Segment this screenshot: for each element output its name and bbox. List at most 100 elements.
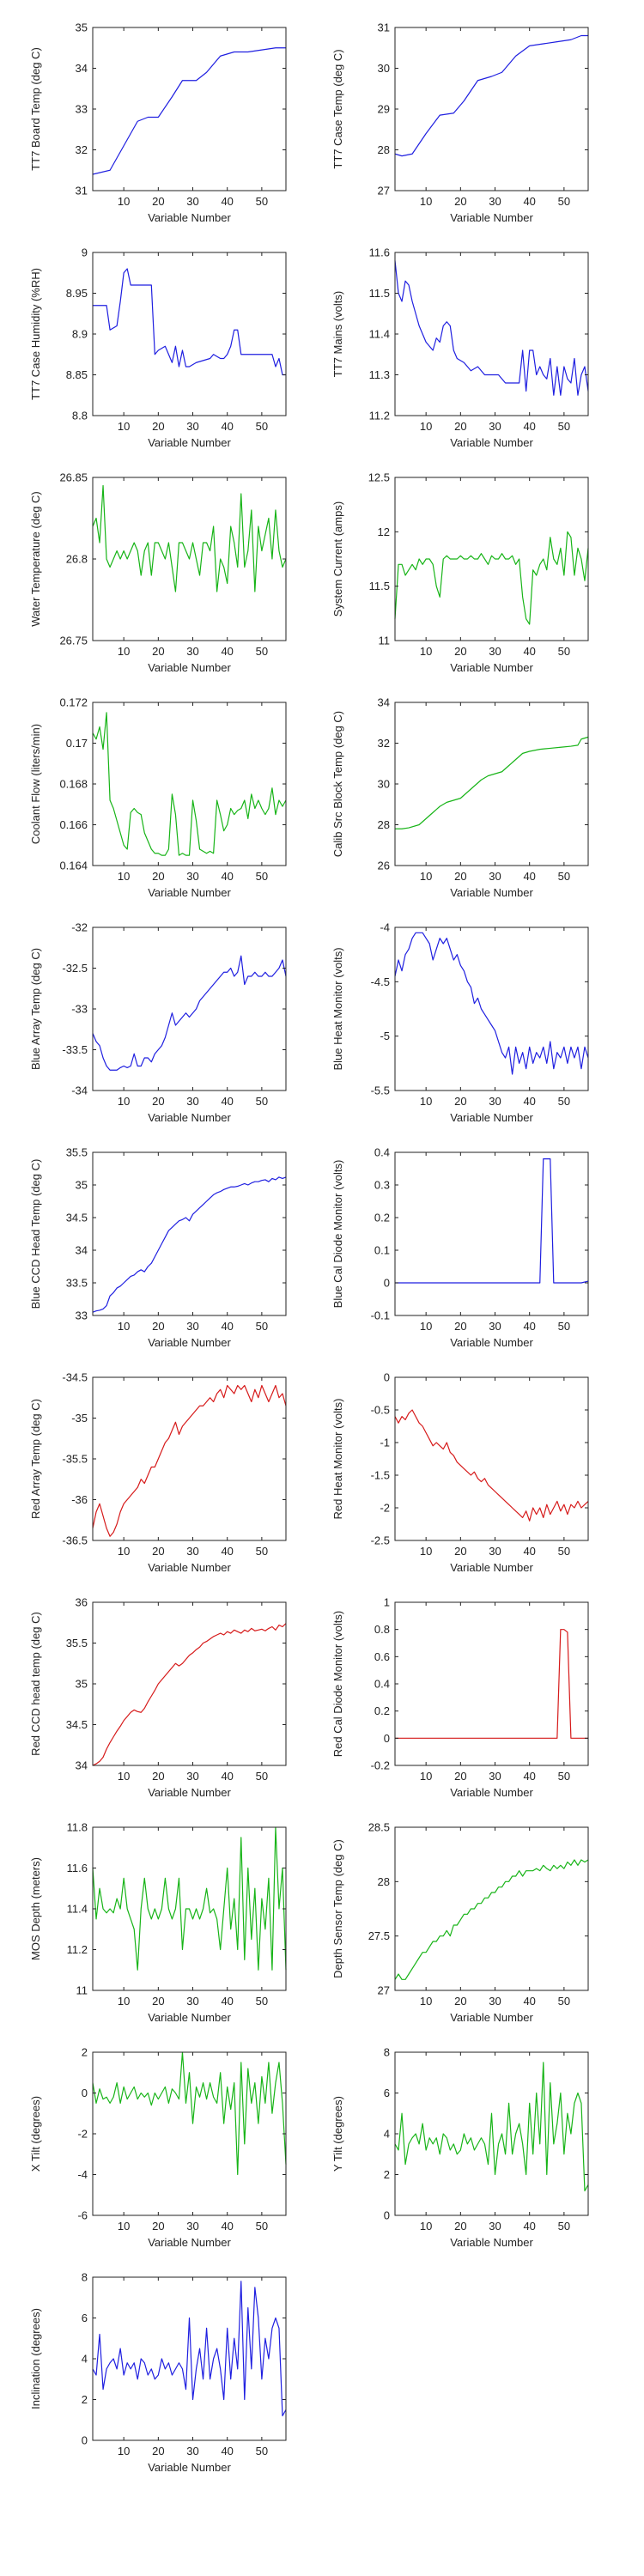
chart-panel: 10 20 30 40 50 27 28 29 30 31 Variable Number TT7 C… <box>331 21 589 224</box>
x-tick-label: 10 <box>420 1770 432 1783</box>
x-axis-label: Variable Number <box>450 436 533 449</box>
series-line <box>394 2062 589 2192</box>
y-tick-label: 27 <box>378 185 390 197</box>
y-tick-label: 11 <box>379 635 391 647</box>
y-tick-label: 34 <box>76 1244 88 1257</box>
series-line <box>395 736 589 829</box>
x-tick-label: 30 <box>489 420 501 433</box>
y-axis-label: System Current (amps) <box>331 501 344 617</box>
y-axis-label: Y Tilt (degrees) <box>331 2096 344 2172</box>
y-tick-label: 11.8 <box>67 1821 88 1834</box>
y-tick-label: -34.5 <box>62 1371 88 1384</box>
y-tick-label: 26 <box>378 860 390 872</box>
y-tick-label: 0.6 <box>374 1650 390 1663</box>
x-tick-label: 10 <box>420 1095 432 1108</box>
y-axis-label: Blue Heat Monitor (volts) <box>331 947 344 1070</box>
y-tick-label: 12.5 <box>368 471 390 484</box>
series-line <box>394 531 589 625</box>
x-axis-label: Variable Number <box>148 886 231 899</box>
y-tick-label: 11.2 <box>67 1943 88 1956</box>
x-tick-label: 10 <box>118 2220 130 2233</box>
series-line <box>395 1157 589 1284</box>
x-tick-label: 50 <box>256 195 268 208</box>
y-tick-label: 0.4 <box>374 1678 390 1691</box>
x-tick-label: 10 <box>420 645 432 658</box>
x-tick-label: 30 <box>489 2220 501 2233</box>
y-tick-label: 0.166 <box>59 818 88 831</box>
y-tick-label: 35.5 <box>66 1637 88 1649</box>
y-tick-label: -4 <box>77 2168 88 2181</box>
y-tick-label: 11 <box>76 1984 88 1997</box>
x-tick-label: 40 <box>523 1095 535 1108</box>
x-tick-label: 50 <box>558 645 570 658</box>
y-tick-label: -1 <box>380 1437 390 1449</box>
y-tick-label: -5.5 <box>371 1084 390 1097</box>
x-axis-label: Variable Number <box>148 2236 231 2249</box>
y-tick-label: 8 <box>384 2046 390 2059</box>
x-tick-label: 40 <box>221 1095 233 1108</box>
x-tick-label: 40 <box>221 1770 233 1783</box>
y-tick-label: 26.8 <box>66 553 88 566</box>
x-tick-label: 20 <box>152 645 164 658</box>
x-axis-label: Variable Number <box>450 2011 533 2024</box>
x-tick-label: 10 <box>420 420 432 433</box>
chart-panel: 10 20 30 40 50 0 2 4 6 8 Variable Number Inclinatio… <box>29 2271 287 2474</box>
x-tick-label: 20 <box>454 645 466 658</box>
y-tick-label: 31 <box>378 21 390 34</box>
x-tick-label: 20 <box>152 1545 164 1558</box>
x-tick-label: 20 <box>454 1995 466 2008</box>
x-axis-label: Variable Number <box>148 436 231 449</box>
x-tick-label: 10 <box>118 645 130 658</box>
series-line <box>394 1859 589 1980</box>
y-tick-label: 33.5 <box>66 1277 88 1290</box>
y-tick-label: -0.2 <box>371 1759 390 1772</box>
x-tick-label: 10 <box>420 2220 432 2233</box>
x-tick-label: 30 <box>186 1995 198 2008</box>
y-tick-label: 2 <box>82 2046 88 2059</box>
x-tick-label: 40 <box>221 420 233 433</box>
y-tick-label: 0 <box>384 1371 390 1384</box>
x-tick-label: 30 <box>186 2220 198 2233</box>
y-tick-label: -0.1 <box>371 1309 390 1322</box>
x-axis-label: Variable Number <box>450 211 533 224</box>
x-tick-label: 20 <box>152 2220 164 2233</box>
x-tick-label: 30 <box>186 1320 198 1333</box>
plot-frame <box>394 702 589 866</box>
chart-panel: 10 20 30 40 50 -36.5 -36 -35.5 -35 -34.5 Variable … <box>29 1371 287 1574</box>
y-tick-label: 34.5 <box>66 1718 88 1731</box>
plot-frame <box>394 1151 589 1316</box>
series-line <box>92 1384 287 1537</box>
chart-panel: 10 20 30 40 50 11 11.5 12 12.5 Variable Number Sys… <box>331 471 589 674</box>
y-tick-label: -2 <box>77 2128 88 2141</box>
x-tick-label: 50 <box>256 420 268 433</box>
y-tick-label: 34.5 <box>66 1212 88 1224</box>
x-tick-label: 40 <box>523 1320 535 1333</box>
series-line <box>394 34 588 157</box>
y-axis-label: Red CCD head temp (deg C) <box>29 1612 42 1756</box>
x-tick-label: 10 <box>118 1320 130 1333</box>
y-tick-label: 28.5 <box>368 1821 390 1834</box>
y-tick-label: 0.172 <box>59 696 88 709</box>
plot-frame <box>92 702 287 866</box>
x-tick-label: 30 <box>186 195 198 208</box>
x-tick-label: 50 <box>256 2445 268 2458</box>
y-tick-label: 0.168 <box>59 778 88 791</box>
x-tick-label: 50 <box>256 645 268 658</box>
x-tick-label: 20 <box>454 1545 466 1558</box>
y-axis-label: TT7 Case Temp (deg C) <box>331 49 344 168</box>
x-tick-label: 10 <box>118 870 130 883</box>
y-tick-label: 35 <box>76 1179 88 1192</box>
chart-panel: 10 20 30 40 50 11 11.2 11.4 11.6 11.8 Variable Num… <box>29 1821 287 2024</box>
chart-panel: 10 20 30 40 50 -0.1 0 0.1 0.2 0.3 0.4 Variable Numb… <box>331 1146 589 1349</box>
x-axis-label: Variable Number <box>450 1561 533 1574</box>
y-tick-label: 26.85 <box>59 471 88 484</box>
y-axis-label: TT7 Mains (volts) <box>331 291 344 377</box>
x-tick-label: 50 <box>558 420 570 433</box>
y-tick-label: 8.85 <box>66 368 88 381</box>
y-axis-label: Coolant Flow (liters/min) <box>29 724 42 844</box>
y-axis-label: Red Heat Monitor (volts) <box>331 1399 344 1520</box>
x-tick-label: 10 <box>118 1545 130 1558</box>
chart-panel: 10 20 30 40 50 0.164 0.166 0.168 0.17 0.172 Variab… <box>29 696 287 899</box>
x-tick-label: 20 <box>454 870 466 883</box>
x-tick-label: 30 <box>489 645 501 658</box>
